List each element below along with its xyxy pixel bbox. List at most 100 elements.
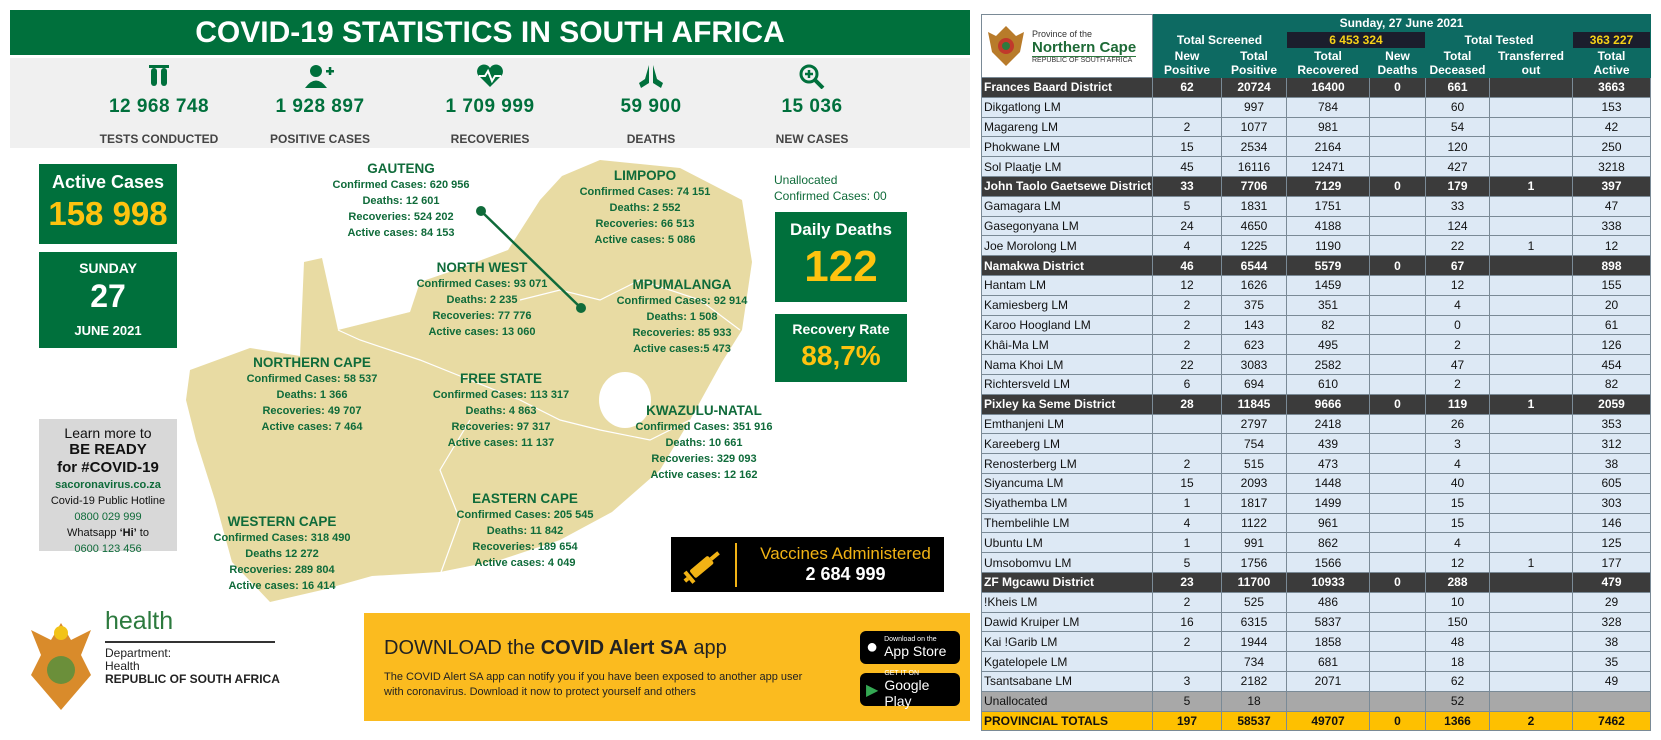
cell-new-positive: 5 bbox=[1152, 552, 1222, 573]
google-play-label: Google Play bbox=[884, 677, 930, 709]
website-link[interactable]: sacoronavirus.co.za bbox=[55, 479, 161, 491]
province-stat: Recoveries: 85 933 bbox=[632, 327, 732, 339]
province-stat: Active cases: 84 153 bbox=[347, 227, 455, 239]
cell-total-positive: 997 bbox=[1221, 96, 1287, 118]
provincial-crest-icon bbox=[988, 26, 1024, 66]
row-name: Nama Khoi LM bbox=[981, 354, 1153, 375]
cell-transferred-out: 1 bbox=[1489, 552, 1573, 573]
cell-transferred-out bbox=[1489, 136, 1573, 158]
cell-transferred-out: 1 bbox=[1489, 235, 1573, 257]
cell-new-positive: 2 bbox=[1152, 294, 1222, 316]
cell-total-positive: 375 bbox=[1221, 294, 1287, 316]
health-wordmark: health bbox=[105, 607, 174, 635]
cell-new-deaths bbox=[1369, 651, 1426, 672]
row-name: Thembelihle LM bbox=[981, 512, 1153, 534]
cell-total-recovered: 12471 bbox=[1286, 156, 1370, 177]
cell-total-positive: 18 bbox=[1221, 690, 1287, 712]
google-play-small: GET IT ON bbox=[884, 670, 920, 677]
cell-total-recovered: 486 bbox=[1286, 591, 1370, 613]
app-store-label: App Store bbox=[884, 643, 947, 659]
app-store-button[interactable]: ● Download on the App Store bbox=[860, 631, 960, 664]
cell-total-recovered: 439 bbox=[1286, 433, 1370, 455]
northern-cape-logo: Province of the Northern Cape REPUBLIC O… bbox=[981, 14, 1153, 78]
row-name: ZF Mgcawu District bbox=[981, 571, 1153, 593]
cell-total-deceased: 18 bbox=[1425, 651, 1490, 672]
cell-total-positive: 4650 bbox=[1221, 215, 1287, 237]
table-row: Dawid Kruiper LM 16 6315 5837 150 328 bbox=[981, 611, 1651, 633]
cell-transferred-out bbox=[1489, 255, 1573, 276]
cell-total-positive: 754 bbox=[1221, 433, 1287, 455]
province-name: MPUMALANGA bbox=[632, 277, 732, 292]
cell-transferred-out bbox=[1489, 453, 1573, 474]
whatsapp-number: 0600 123 456 bbox=[74, 543, 142, 555]
cell-total-positive: 6315 bbox=[1221, 611, 1287, 633]
cell-total-recovered: 1751 bbox=[1286, 195, 1370, 217]
cell-total-recovered: 1499 bbox=[1286, 492, 1370, 514]
province-free-state: FREE STATE Confirmed Cases: 113 317 Deaths… bbox=[433, 370, 569, 451]
row-name: Namakwa District bbox=[981, 255, 1153, 276]
cell-new-deaths bbox=[1369, 512, 1426, 534]
cell-total-recovered: 981 bbox=[1286, 116, 1370, 138]
cell-total-recovered: 1459 bbox=[1286, 274, 1370, 296]
cell-total-active: 38 bbox=[1572, 453, 1651, 474]
table-row: Umsobomvu LM 5 1756 1566 12 1 177 bbox=[981, 552, 1651, 573]
province-stat: Active cases: 5 086 bbox=[594, 234, 696, 246]
column-header: Total Active bbox=[1572, 48, 1651, 78]
table-row: Phokwane LM 15 2534 2164 120 250 bbox=[981, 136, 1651, 158]
cell-total-positive: 2093 bbox=[1221, 472, 1287, 494]
province-stat: Recoveries: 329 093 bbox=[651, 453, 757, 465]
stat-new-cases: 15 036 NEW CASES bbox=[727, 58, 897, 146]
province-stat: Active cases:5 473 bbox=[633, 343, 731, 355]
province-stat: Confirmed Cases: 74 151 bbox=[579, 186, 711, 198]
cell-total-recovered: 2418 bbox=[1286, 413, 1370, 435]
whatsapp-label: to bbox=[136, 527, 149, 539]
row-name: Tsantsabane LM bbox=[981, 670, 1153, 692]
cell-new-positive: 28 bbox=[1152, 393, 1222, 415]
department-name: Health bbox=[105, 659, 140, 673]
province-stat: Deaths: 4 863 bbox=[465, 405, 537, 417]
row-name: John Taolo Gaetsewe District bbox=[981, 175, 1153, 197]
cell-total-active: 250 bbox=[1572, 136, 1651, 158]
cell-total-recovered: 10933 bbox=[1286, 571, 1370, 593]
stat-value: 59 900 bbox=[620, 96, 682, 117]
cell-transferred-out bbox=[1489, 373, 1573, 395]
cell-new-positive bbox=[1152, 96, 1222, 118]
recovery-rate-box: Recovery Rate 88,7% bbox=[775, 314, 907, 382]
cell-new-deaths bbox=[1369, 611, 1426, 633]
google-play-button[interactable]: ▶ GET IT ON Google Play bbox=[860, 670, 960, 709]
cell-new-positive: 62 bbox=[1152, 77, 1222, 98]
cell-total-recovered: 473 bbox=[1286, 453, 1370, 474]
cell-transferred-out bbox=[1489, 195, 1573, 217]
cell-new-deaths bbox=[1369, 334, 1426, 356]
table-row: Gamagara LM 5 1831 1751 33 47 bbox=[981, 195, 1651, 217]
cell-total-active: 38 bbox=[1572, 631, 1651, 653]
pointer-dot bbox=[476, 206, 486, 216]
stat-value: 1 709 999 bbox=[445, 96, 535, 117]
download-heading: DOWNLOAD the COVID Alert SA app bbox=[384, 637, 727, 659]
province-stat: Active cases: 12 162 bbox=[650, 469, 758, 481]
cell-total-recovered: 49707 bbox=[1286, 710, 1370, 732]
cell-new-deaths: 0 bbox=[1369, 710, 1426, 732]
cell-transferred-out bbox=[1489, 492, 1573, 514]
cell-transferred-out bbox=[1489, 532, 1573, 554]
province-western-cape: WESTERN CAPE Confirmed Cases: 318 490 Deat… bbox=[214, 513, 351, 594]
row-name: Siyancuma LM bbox=[981, 472, 1153, 494]
province-mpumalanga: MPUMALANGA Confirmed Cases: 92 914 Deaths:… bbox=[617, 276, 748, 357]
cell-new-positive: 3 bbox=[1152, 670, 1222, 692]
cell-new-deaths bbox=[1369, 552, 1426, 573]
cell-total-deceased: 661 bbox=[1425, 77, 1490, 98]
column-header: Total Recovered bbox=[1286, 48, 1370, 78]
logo-line: Province of the bbox=[1032, 28, 1093, 39]
country-name: REPUBLIC OF SOUTH AFRICA bbox=[105, 672, 280, 686]
cell-new-positive bbox=[1152, 651, 1222, 672]
cell-new-deaths bbox=[1369, 453, 1426, 474]
row-name: Gamagara LM bbox=[981, 195, 1153, 217]
whatsapp-label: Whatsapp bbox=[67, 527, 120, 539]
cell-transferred-out bbox=[1489, 96, 1573, 118]
cell-total-recovered: 2164 bbox=[1286, 136, 1370, 158]
play-icon: ▶ bbox=[866, 681, 879, 699]
cell-total-deceased: 150 bbox=[1425, 611, 1490, 633]
cell-total-positive: 1831 bbox=[1221, 195, 1287, 217]
table-row: Kgatelopele LM 734 681 18 35 bbox=[981, 651, 1651, 672]
logo-country: REPUBLIC OF SOUTH AFRICA bbox=[1032, 55, 1137, 64]
